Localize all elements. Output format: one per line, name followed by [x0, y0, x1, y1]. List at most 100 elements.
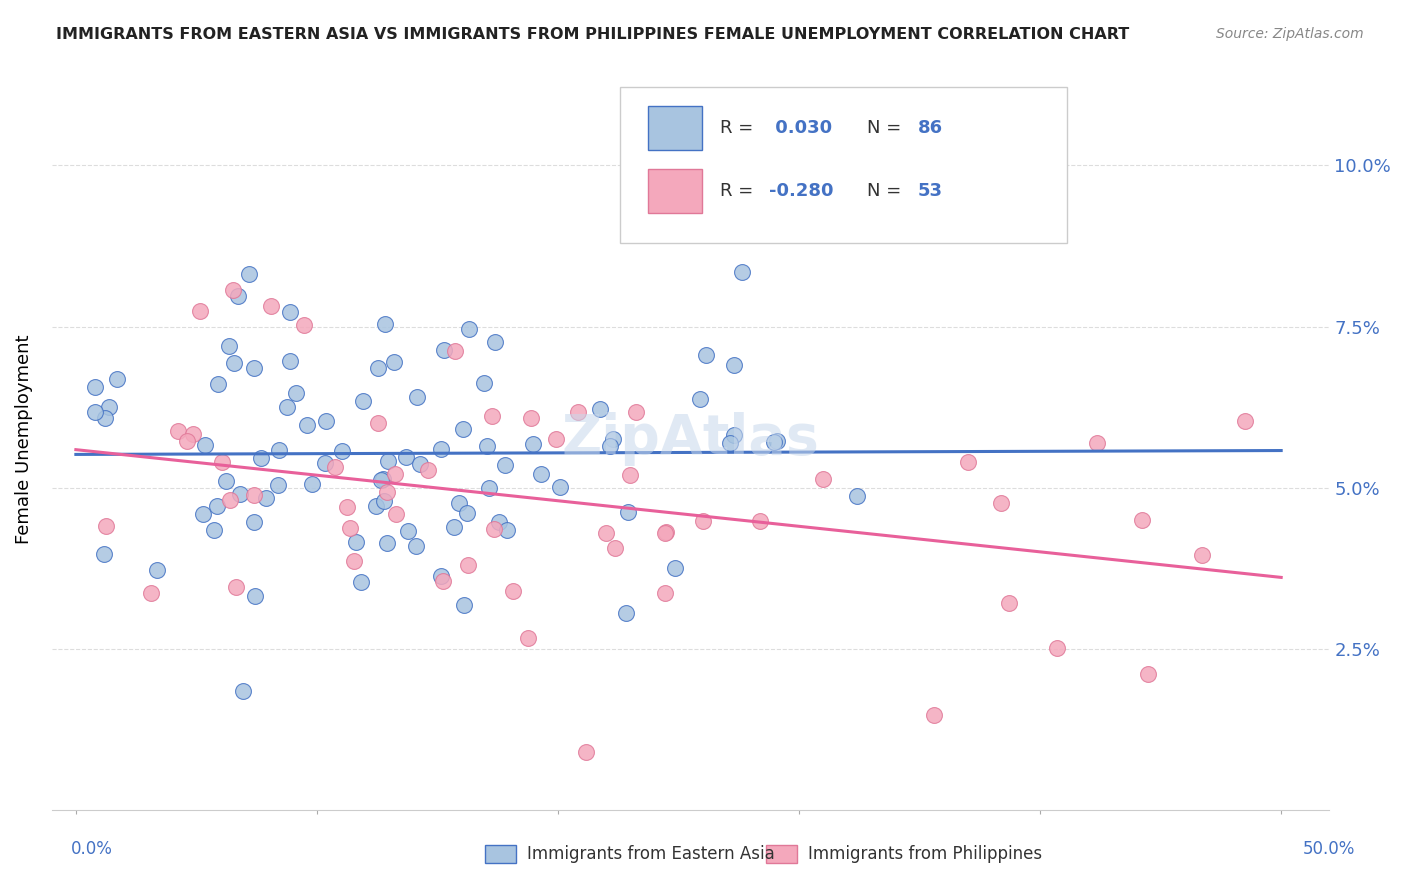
Point	[146, 563, 169, 577]
Point	[211, 455, 233, 469]
Point	[371, 472, 394, 486]
Text: R =: R =	[720, 119, 759, 136]
Point	[433, 343, 456, 358]
Point	[453, 598, 475, 612]
Point	[655, 525, 678, 540]
Point	[84, 380, 107, 394]
Point	[94, 518, 117, 533]
Point	[1233, 414, 1256, 428]
Point	[456, 506, 478, 520]
Point	[567, 405, 589, 419]
Point	[207, 377, 229, 392]
Point	[377, 454, 399, 468]
Point	[617, 505, 640, 519]
Point	[384, 507, 406, 521]
Point	[370, 473, 392, 487]
Point	[93, 547, 115, 561]
Point	[718, 435, 741, 450]
Point	[396, 524, 419, 538]
Point	[522, 436, 544, 450]
Point	[763, 435, 786, 450]
Point	[990, 496, 1012, 510]
Point	[193, 507, 215, 521]
Point	[190, 303, 212, 318]
Point	[377, 485, 399, 500]
Point	[343, 553, 366, 567]
Point	[1130, 513, 1153, 527]
Point	[243, 515, 266, 529]
Point	[602, 432, 624, 446]
Point	[405, 390, 427, 404]
Point	[335, 500, 357, 514]
Point	[478, 482, 501, 496]
Point	[285, 386, 308, 401]
Point	[548, 480, 571, 494]
Text: Immigrants from Eastern Asia: Immigrants from Eastern Asia	[527, 845, 775, 863]
FancyBboxPatch shape	[620, 87, 1067, 243]
Point	[619, 468, 641, 483]
Point	[377, 536, 399, 550]
Point	[94, 411, 117, 425]
Point	[654, 586, 676, 600]
Point	[226, 289, 249, 303]
Point	[245, 589, 267, 603]
Point	[457, 558, 479, 573]
Point	[224, 356, 246, 370]
Point	[181, 427, 204, 442]
Point	[219, 492, 242, 507]
Point	[339, 520, 361, 534]
Point	[374, 318, 396, 332]
Point	[692, 514, 714, 528]
Point	[502, 584, 524, 599]
Point	[176, 434, 198, 448]
Point	[225, 580, 247, 594]
Point	[546, 432, 568, 446]
Point	[204, 523, 226, 537]
Point	[731, 264, 754, 278]
Point	[1191, 548, 1213, 562]
Text: IMMIGRANTS FROM EASTERN ASIA VS IMMIGRANTS FROM PHILIPPINES FEMALE UNEMPLOYMENT : IMMIGRANTS FROM EASTERN ASIA VS IMMIGRAN…	[56, 27, 1129, 42]
Point	[350, 574, 373, 589]
Point	[430, 569, 453, 583]
Point	[405, 539, 427, 553]
Point	[723, 358, 745, 372]
Point	[315, 414, 337, 428]
Point	[215, 474, 238, 488]
Point	[922, 707, 945, 722]
Point	[367, 361, 389, 376]
Point	[589, 402, 612, 417]
Point	[484, 334, 506, 349]
Point	[267, 478, 290, 492]
Point	[494, 458, 516, 472]
Point	[689, 392, 711, 406]
Point	[384, 467, 406, 481]
Point	[297, 418, 319, 433]
Point	[443, 520, 465, 534]
Point	[222, 283, 245, 297]
Point	[243, 361, 266, 376]
Point	[232, 684, 254, 698]
Point	[83, 405, 105, 419]
Point	[765, 434, 787, 448]
Point	[276, 401, 298, 415]
Point	[1085, 435, 1108, 450]
Point	[205, 499, 228, 513]
Point	[238, 267, 260, 281]
Text: 53: 53	[918, 182, 943, 200]
Point	[278, 354, 301, 368]
Point	[416, 463, 439, 477]
Text: 0.030: 0.030	[769, 119, 831, 136]
Point	[614, 606, 637, 620]
Text: 86: 86	[918, 119, 943, 136]
FancyBboxPatch shape	[648, 169, 702, 213]
Point	[846, 489, 869, 503]
Point	[723, 428, 745, 442]
Point	[488, 515, 510, 529]
Point	[575, 745, 598, 759]
Point	[517, 632, 540, 646]
Point	[301, 476, 323, 491]
Point	[811, 471, 834, 485]
Text: 50.0%: 50.0%	[1302, 840, 1355, 858]
Point	[482, 522, 505, 536]
Text: Immigrants from Philippines: Immigrants from Philippines	[808, 845, 1043, 863]
